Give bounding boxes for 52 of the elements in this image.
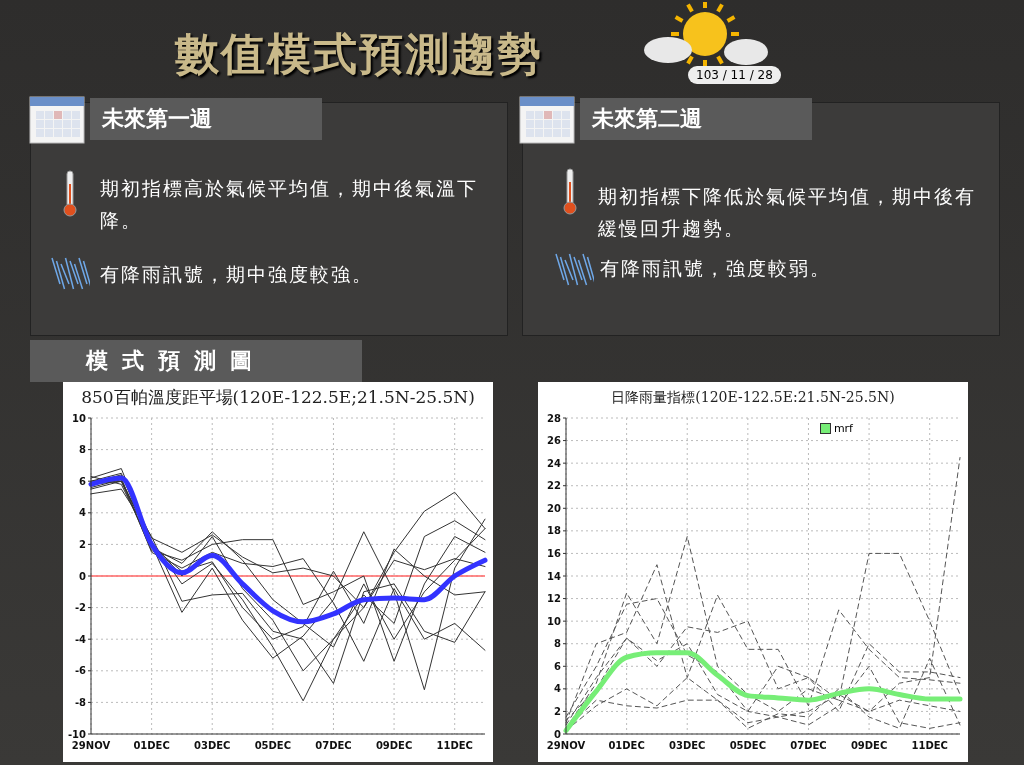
y-tick-label: -6 — [74, 665, 87, 677]
x-tick-label: 03DEC — [194, 740, 231, 752]
y-tick-label: -10 — [67, 728, 87, 740]
text: 有降雨訊號，強度較弱。 — [600, 256, 832, 281]
x-tick-label: 03DEC — [669, 740, 706, 752]
text: 未來第一週 — [90, 98, 322, 140]
y-tick-label: 12 — [547, 593, 562, 605]
x-tick-label: 29NOV — [71, 740, 111, 752]
y-tick-label: 6 — [554, 660, 562, 672]
chart-title: 日降雨量指標(120E-122.5E:21.5N-25.5N) — [610, 388, 896, 407]
x-tick-label: 29NOV — [546, 740, 586, 752]
y-tick-label: -8 — [74, 696, 87, 708]
y-tick-label: 10 — [547, 615, 562, 627]
y-tick-label: -4 — [74, 633, 87, 645]
y-tick-label: 26 — [547, 435, 562, 447]
y-tick-label: 20 — [547, 502, 562, 514]
y-tick-label: 8 — [554, 638, 562, 650]
text: 模式預測圖 — [30, 340, 362, 382]
text: 期初指標下降低於氣候平均值，期中後有緩慢回升趨勢。 — [598, 184, 977, 241]
y-tick-label: 2 — [554, 705, 562, 717]
chart-title: 850百帕溫度距平場(120E-122.5E;21.5N-25.5N) — [80, 386, 476, 409]
y-tick-label: -2 — [74, 602, 87, 614]
text: 期初指標高於氣候平均值，期中後氣溫下降。 — [100, 176, 479, 233]
y-tick-label: 10 — [72, 412, 87, 424]
x-tick-label: 11DEC — [436, 740, 473, 752]
y-tick-label: 2 — [79, 538, 87, 550]
text: 有降雨訊號，期中強度較強。 — [100, 262, 374, 287]
x-tick-label: 09DEC — [375, 740, 413, 752]
x-tick-label: 11DEC — [911, 740, 948, 752]
x-tick-label: 01DEC — [608, 740, 645, 752]
y-tick-label: 24 — [547, 457, 562, 469]
y-tick-label: 6 — [79, 475, 87, 487]
y-tick-label: 8 — [79, 444, 87, 456]
x-tick-label: 07DEC — [790, 740, 827, 752]
y-tick-label: 16 — [547, 547, 562, 559]
text: 103 / 11 / 28 — [688, 66, 781, 84]
text: 未來第二週 — [580, 98, 812, 140]
y-tick-label: 18 — [547, 525, 562, 537]
y-tick-label: 28 — [547, 412, 562, 424]
y-tick-label: 4 — [79, 507, 87, 519]
y-tick-label: 4 — [554, 683, 562, 695]
x-tick-label: 05DEC — [254, 740, 292, 752]
y-tick-label: 0 — [79, 570, 87, 582]
y-tick-label: 14 — [547, 570, 562, 582]
text: 數值模式預測趨勢 — [175, 27, 543, 81]
y-tick-label: 22 — [547, 480, 562, 492]
y-tick-label: 0 — [554, 728, 562, 740]
x-tick-label: 09DEC — [850, 740, 888, 752]
x-tick-label: 01DEC — [133, 740, 170, 752]
legend-label: mrf — [833, 422, 853, 435]
x-tick-label: 07DEC — [315, 740, 352, 752]
x-tick-label: 05DEC — [729, 740, 767, 752]
